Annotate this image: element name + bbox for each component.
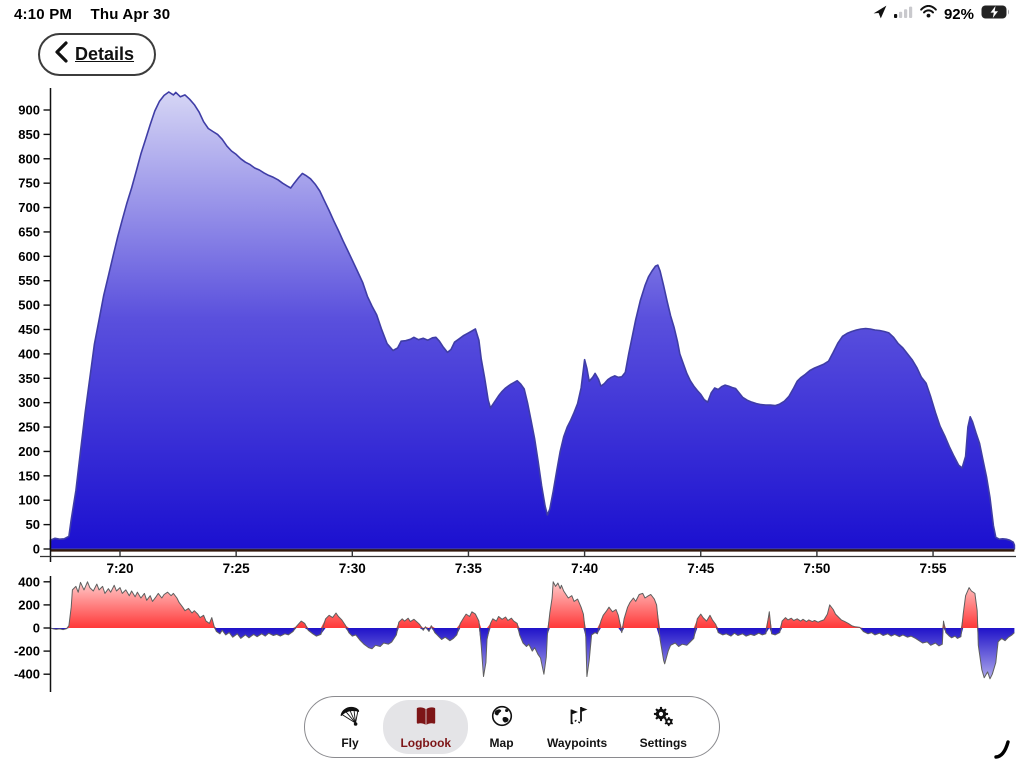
altitude-y-tick-label: 600 <box>18 249 40 264</box>
vario-y-tick-label: 200 <box>18 597 40 612</box>
vario-chart[interactable]: 400 200 0 -200 -400 <box>14 574 1015 692</box>
details-back-button[interactable]: Details <box>38 33 157 76</box>
altitude-y-tick-label: 650 <box>18 224 40 239</box>
vario-line <box>50 581 1015 680</box>
altitude-y-tick-label: 700 <box>18 200 40 215</box>
altitude-y-tick-label: 800 <box>18 151 40 166</box>
tab-bar: Fly Logbook Map <box>304 696 720 758</box>
tab-map-label: Map <box>489 736 514 750</box>
time-x-tick-label: 7:45 <box>687 561 715 576</box>
flags-icon <box>564 704 590 735</box>
altitude-y-tick-label: 350 <box>18 371 40 386</box>
battery-charging-icon <box>981 5 1010 24</box>
altitude-y-tick-label: 850 <box>18 127 40 142</box>
vario-area-positive <box>50 581 1015 628</box>
altitude-y-tick-label: 300 <box>18 395 40 410</box>
altitude-y-tick-label: 500 <box>18 298 40 313</box>
altitude-y-tick-label: 400 <box>18 346 40 361</box>
status-time: 4:10 PM <box>14 5 73 23</box>
vario-y-tick-label: -400 <box>14 667 40 682</box>
altitude-y-tick-label: 550 <box>18 273 40 288</box>
tab-fly-label: Fly <box>341 736 359 750</box>
tab-logbook-label: Logbook <box>400 736 452 750</box>
time-x-tick-label: 7:25 <box>223 561 251 576</box>
time-x-tick-label: 7:50 <box>803 561 830 576</box>
vario-area-negative <box>50 628 1015 679</box>
time-x-tick-label: 7:35 <box>455 561 483 576</box>
altitude-y-tick-label: 450 <box>18 322 40 337</box>
status-date: Thu Apr 30 <box>90 5 171 23</box>
time-x-tick-label: 7:55 <box>920 561 948 576</box>
altitude-y-tick-label: 200 <box>18 444 40 459</box>
time-x-tick-label: 7:20 <box>106 561 133 576</box>
altitude-y-tick-label: 900 <box>18 102 40 117</box>
time-x-tick-label: 7:40 <box>571 561 598 576</box>
tab-fly[interactable]: Fly <box>325 700 375 754</box>
loading-arc-icon <box>994 737 1014 766</box>
tab-logbook[interactable]: Logbook <box>383 700 469 754</box>
vario-y-tick-label: 0 <box>33 621 40 636</box>
tab-settings-label: Settings <box>639 736 687 750</box>
vario-y-tick-label: -200 <box>14 644 40 659</box>
battery-percent-label: 92% <box>943 5 974 23</box>
time-x-tick-label: 7:30 <box>339 561 366 576</box>
vario-y-tick-label: 400 <box>18 574 40 589</box>
tab-waypoints-label: Waypoints <box>546 736 608 750</box>
altitude-y-tick-label: 750 <box>18 176 40 191</box>
location-arrow-icon <box>873 5 887 24</box>
tab-waypoints[interactable]: Waypoints <box>535 700 619 754</box>
tab-settings[interactable]: Settings <box>628 700 699 754</box>
altitude-y-tick-label: 150 <box>18 468 40 483</box>
altitude-area <box>49 91 1016 550</box>
globe-icon <box>489 704 515 735</box>
wifi-icon <box>920 4 937 23</box>
gears-icon <box>650 704 676 735</box>
altitude-y-tick-label: 250 <box>18 420 40 435</box>
chevron-left-icon <box>54 41 68 68</box>
status-time-date: 4:10 PM Thu Apr 30 <box>14 6 170 23</box>
status-bar: 4:10 PM Thu Apr 30 92% <box>0 0 1024 26</box>
paraglider-icon <box>337 704 363 735</box>
tab-map[interactable]: Map <box>477 700 527 754</box>
altitude-y-tick-label: 100 <box>18 493 40 508</box>
altitude-chart[interactable]: 0 50 100 150 200 250 300 350 400 450 500 550 600 650 7… <box>18 88 1016 576</box>
cellular-signal-icon <box>893 5 913 23</box>
altitude-y-tick-label: 0 <box>33 542 40 557</box>
details-back-label: Details <box>75 44 135 64</box>
open-book-icon <box>413 704 439 735</box>
altitude-y-tick-label: 50 <box>26 517 40 532</box>
